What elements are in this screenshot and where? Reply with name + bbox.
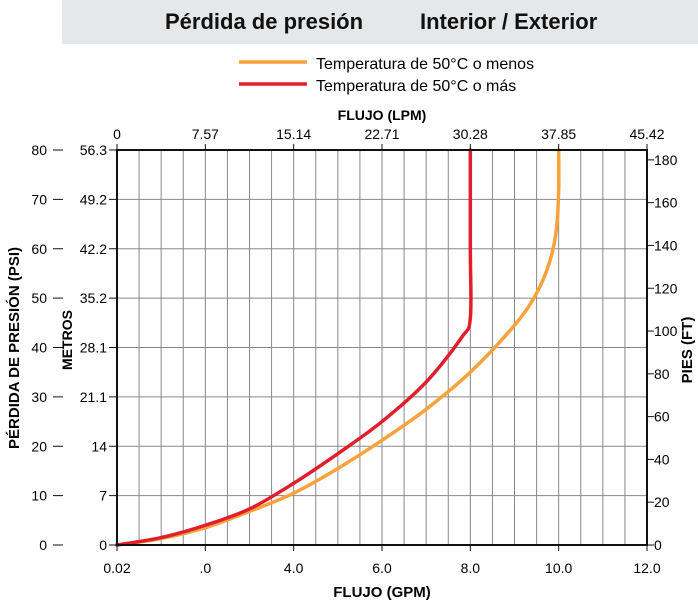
y-tick-label-metros: 7 (99, 488, 107, 504)
y-tick-label-psi: 70 (31, 191, 47, 207)
y-tick-label-psi: 30 (31, 389, 47, 405)
x-tick-label-bottom: 6.0 (372, 560, 392, 576)
y-tick-label-metros: 56.3 (80, 142, 107, 158)
y-tick-label-metros: 14 (91, 438, 107, 454)
y-axis-title-left: PÉRDIDA DE PRESIÓN (PSI) (5, 247, 23, 449)
x-tick-label-top: 0 (113, 126, 121, 142)
title-bar (62, 0, 698, 44)
series-lines (115, 148, 561, 547)
y-tick-label-psi: 60 (31, 241, 47, 257)
x-tick-label-top: 7.57 (192, 126, 219, 142)
tick-labels: 0.02 .0 4.0 6.0 8.0 10.0 12.0 0 7.57 15.14 22.71 30… (31, 126, 677, 576)
y-tick-label-pies: 0 (654, 537, 662, 553)
chart-title-right: Interior / Exterior (420, 9, 598, 34)
x-tick-label-bottom: .0 (199, 560, 211, 576)
chart-title-left: Pérdida de presión (165, 9, 364, 34)
y-tick-label-metros: 28.1 (80, 340, 107, 356)
y-tick-label-pies: 180 (654, 152, 678, 168)
x-tick-label-bottom: 4.0 (284, 560, 304, 576)
x-tick-label-top: 22.71 (364, 126, 399, 142)
x-tick-label-top: 15.14 (276, 126, 311, 142)
y-axis-title-right: PIES (FT) (679, 317, 696, 384)
y-tick-label-metros: 21.1 (80, 389, 107, 405)
y-tick-label-psi: 10 (31, 488, 47, 504)
y-tick-label-metros: 35.2 (80, 290, 107, 306)
x-tick-label-top: 45.42 (629, 126, 664, 142)
y-tick-label-pies: 140 (654, 237, 678, 253)
y-tick-label-psi: 80 (31, 142, 47, 158)
tick-marks (53, 144, 654, 551)
x-tick-label-top: 30.28 (453, 126, 488, 142)
y-tick-label-pies: 160 (654, 195, 678, 211)
y-tick-label-psi: 0 (39, 537, 47, 553)
x-axis-title: FLUJO (GPM) (333, 584, 431, 601)
y-tick-label-pies: 40 (654, 451, 670, 467)
x-tick-label-bottom: 0.02 (103, 560, 130, 576)
y-tick-label-metros: 0 (99, 537, 107, 553)
y-tick-label-metros: 42.2 (80, 241, 107, 257)
x-tick-label-bottom: 10.0 (545, 560, 572, 576)
y-tick-label-pies: 100 (654, 323, 678, 339)
series-line-red (115, 148, 473, 547)
y-tick-label-pies: 60 (654, 409, 670, 425)
series-line-orange (115, 148, 561, 547)
legend: Temperatura de 50°C o menos Temperatura … (239, 56, 534, 95)
legend-label-orange: Temperatura de 50°C o menos (316, 56, 534, 73)
y-axis-title-inner: METROS (59, 310, 75, 370)
grid-lines (117, 150, 647, 545)
y-tick-label-psi: 50 (31, 290, 47, 306)
y-tick-label-psi: 40 (31, 340, 47, 356)
y-tick-label-pies: 120 (654, 280, 678, 296)
y-tick-label-psi: 20 (31, 438, 47, 454)
x-tick-label-top: 37.85 (541, 126, 576, 142)
y-tick-label-pies: 20 (654, 494, 670, 510)
y-tick-label-metros: 49.2 (80, 191, 107, 207)
x-top-axis-title: FLUJO (LPM) (338, 107, 427, 123)
legend-label-red: Temperatura de 50°C o más (316, 78, 516, 95)
y-tick-label-pies: 80 (654, 366, 670, 382)
x-tick-label-bottom: 12.0 (633, 560, 660, 576)
x-tick-label-bottom: 8.0 (461, 560, 481, 576)
